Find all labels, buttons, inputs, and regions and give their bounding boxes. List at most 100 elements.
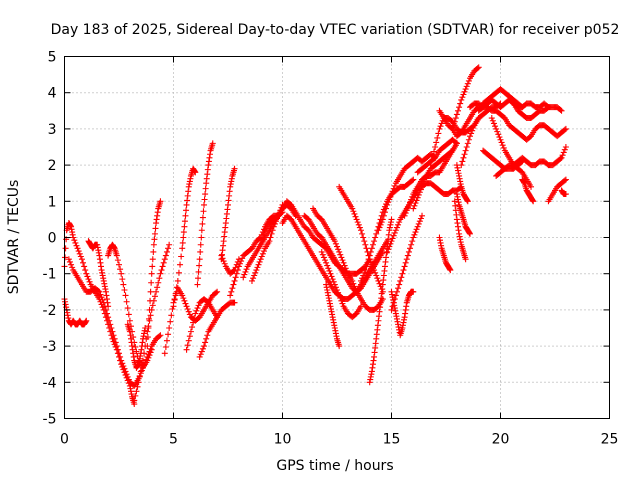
data-point bbox=[395, 221, 402, 228]
data-point bbox=[330, 278, 337, 285]
data-point bbox=[324, 262, 331, 269]
data-point bbox=[173, 284, 180, 291]
data-point bbox=[413, 226, 420, 233]
data-point bbox=[413, 197, 420, 204]
data-point bbox=[196, 262, 203, 269]
data-point bbox=[219, 255, 226, 262]
y-axis-tick-labels: -5 -4 -3 -2 -1 0 1 2 3 4 5 bbox=[43, 50, 57, 428]
data-point bbox=[460, 154, 467, 161]
x-axis-tick-labels: 0 5 10 15 20 25 bbox=[60, 432, 618, 448]
data-point bbox=[349, 277, 356, 284]
x-tick-label: 10 bbox=[274, 432, 292, 448]
data-point bbox=[464, 198, 471, 205]
series-sat-ae bbox=[388, 212, 426, 313]
data-point bbox=[202, 185, 209, 192]
data-point bbox=[69, 264, 76, 271]
series-sat-v bbox=[310, 205, 386, 313]
data-point bbox=[239, 255, 246, 262]
data-point bbox=[165, 245, 172, 252]
data-point bbox=[373, 272, 380, 279]
data-point bbox=[151, 230, 158, 237]
data-point bbox=[134, 383, 141, 390]
data-point bbox=[393, 288, 400, 295]
data-point bbox=[163, 248, 170, 255]
data-point bbox=[252, 269, 259, 276]
data-point bbox=[328, 273, 335, 280]
data-point bbox=[325, 265, 332, 272]
data-point bbox=[388, 306, 395, 313]
data-point bbox=[351, 210, 358, 217]
data-point bbox=[562, 191, 569, 198]
data-point bbox=[199, 345, 206, 352]
data-point bbox=[145, 323, 152, 330]
data-point bbox=[398, 274, 405, 281]
data-point bbox=[499, 142, 506, 149]
data-point bbox=[376, 224, 383, 231]
y-tick-label: -5 bbox=[43, 412, 57, 428]
data-point bbox=[381, 209, 388, 216]
data-point bbox=[83, 317, 90, 324]
data-point bbox=[111, 335, 118, 342]
data-point bbox=[492, 123, 499, 130]
data-point bbox=[431, 148, 438, 155]
data-point bbox=[122, 292, 129, 299]
data-point bbox=[497, 136, 504, 143]
data-point bbox=[374, 275, 381, 282]
data-point bbox=[231, 299, 238, 306]
data-point bbox=[82, 267, 89, 274]
data-point bbox=[390, 299, 397, 306]
data-point bbox=[197, 248, 204, 255]
data-point bbox=[125, 311, 132, 318]
data-point bbox=[95, 287, 102, 294]
data-point bbox=[234, 267, 241, 274]
data-point bbox=[357, 227, 364, 234]
data-point bbox=[322, 257, 329, 264]
data-point bbox=[336, 292, 343, 299]
data-point bbox=[71, 237, 78, 244]
data-point bbox=[162, 252, 169, 259]
data-point bbox=[319, 251, 326, 258]
data-point bbox=[411, 231, 418, 238]
data-point bbox=[132, 392, 139, 399]
data-point bbox=[356, 224, 363, 231]
data-point bbox=[107, 321, 114, 328]
data-point bbox=[99, 296, 106, 303]
data-point bbox=[415, 220, 422, 227]
data-point bbox=[230, 281, 237, 288]
y-tick-label: -3 bbox=[43, 339, 57, 355]
data-point bbox=[496, 134, 503, 141]
data-point bbox=[133, 388, 140, 395]
data-point bbox=[372, 269, 379, 276]
data-point bbox=[187, 328, 194, 335]
data-point bbox=[361, 238, 368, 245]
data-point bbox=[270, 223, 277, 230]
data-point bbox=[146, 317, 153, 324]
data-point bbox=[561, 146, 568, 153]
data-point bbox=[557, 155, 564, 162]
data-point bbox=[105, 303, 112, 310]
y-tick-label: -4 bbox=[43, 375, 57, 391]
data-point bbox=[157, 332, 164, 339]
data-point bbox=[318, 248, 325, 255]
data-point bbox=[148, 346, 155, 353]
data-point bbox=[407, 199, 414, 206]
data-point bbox=[474, 65, 481, 72]
data-point bbox=[458, 162, 465, 169]
data-point bbox=[178, 253, 185, 260]
data-point bbox=[369, 264, 376, 271]
data-point bbox=[73, 242, 80, 249]
data-point bbox=[191, 315, 198, 322]
data-point bbox=[160, 259, 167, 266]
data-point bbox=[195, 302, 202, 309]
data-point bbox=[416, 218, 423, 225]
data-point bbox=[341, 262, 348, 269]
data-point bbox=[138, 363, 145, 370]
data-point bbox=[190, 319, 197, 326]
data-point bbox=[402, 210, 409, 217]
data-point bbox=[395, 285, 402, 292]
data-point bbox=[388, 216, 395, 223]
data-point bbox=[180, 234, 187, 241]
data-point bbox=[390, 185, 397, 192]
series-sat-ad bbox=[388, 288, 417, 339]
data-point bbox=[203, 335, 210, 342]
